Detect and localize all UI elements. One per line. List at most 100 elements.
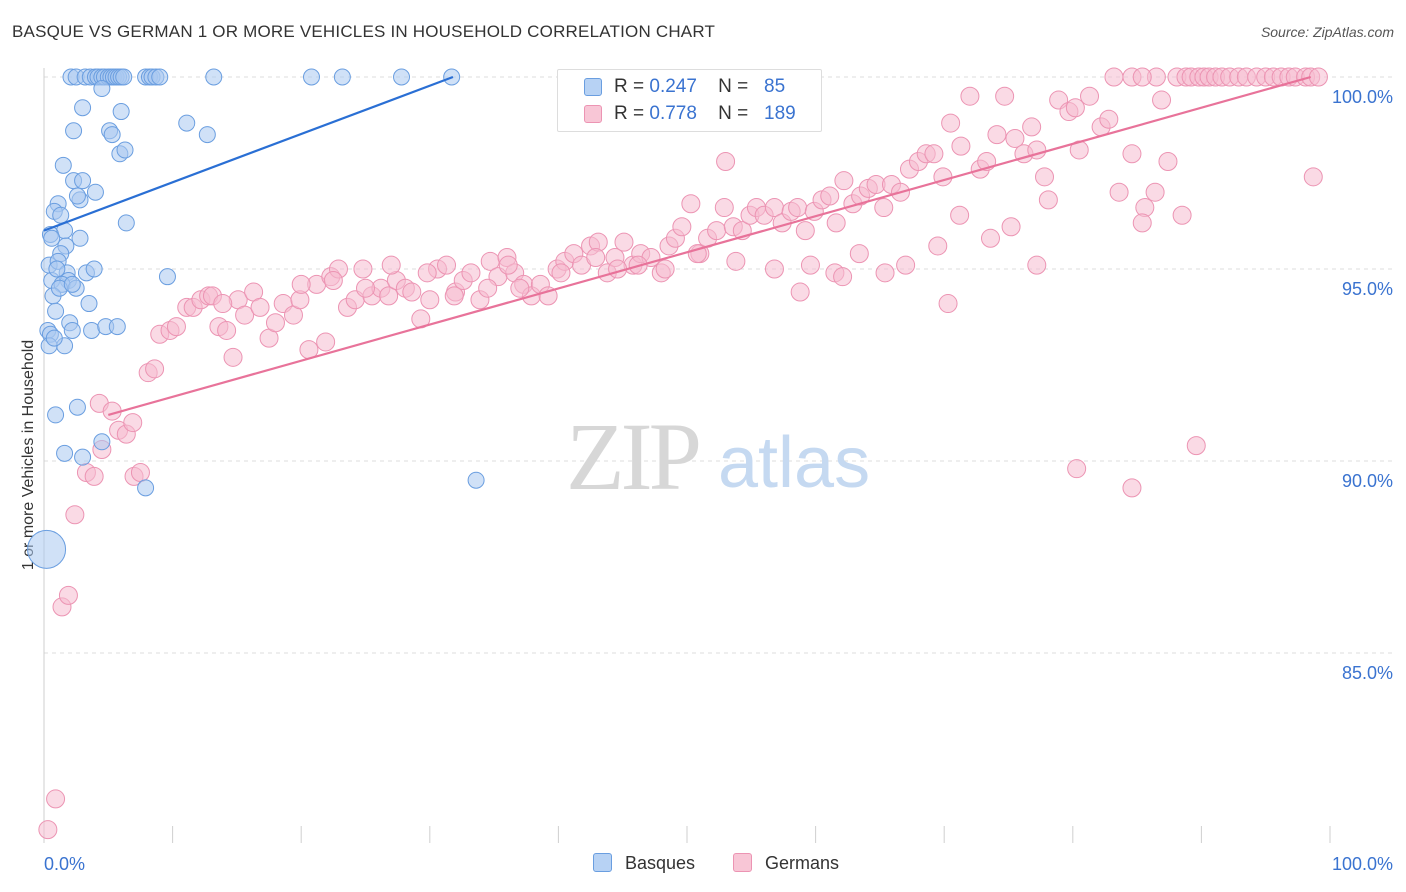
data-point-germans <box>790 282 810 302</box>
data-point-germans <box>875 263 895 283</box>
data-point-germans <box>353 259 373 279</box>
data-point-germans <box>538 286 558 306</box>
data-point-basques <box>56 444 74 462</box>
data-point-germans <box>586 247 606 267</box>
data-point-germans <box>1172 205 1192 225</box>
data-point-germans <box>995 86 1015 106</box>
legend-r-label: R = <box>614 76 645 97</box>
data-point-basques <box>74 448 92 466</box>
bottom-legend-swatch-germans <box>733 853 752 872</box>
data-point-basques <box>86 183 104 201</box>
trendlines <box>43 75 1312 416</box>
data-point-germans <box>223 347 243 367</box>
data-point-basques <box>103 126 121 144</box>
legend-r-label: R = <box>614 103 645 124</box>
data-point-germans <box>291 274 311 294</box>
data-point-germans <box>1099 109 1119 129</box>
data-point-germans <box>235 305 255 325</box>
data-point-germans <box>820 186 840 206</box>
data-point-basques <box>158 268 176 286</box>
watermark: ZIP atlas <box>566 403 870 510</box>
series-germans <box>38 67 1328 840</box>
data-point-germans <box>551 263 571 283</box>
axes <box>43 68 1331 843</box>
data-point-germans <box>1132 67 1152 87</box>
data-point-germans <box>788 198 808 218</box>
data-point-basques <box>47 302 65 320</box>
data-point-basques <box>115 68 133 86</box>
data-point-basques <box>205 68 223 86</box>
data-point-germans <box>1080 86 1100 106</box>
data-point-germans <box>316 332 336 352</box>
legend-r-value: 0.247 <box>649 76 697 97</box>
data-point-basques <box>393 68 411 86</box>
data-point-germans <box>1104 67 1124 87</box>
data-point-germans <box>1022 117 1042 137</box>
x-tick-label: 0.0% <box>44 854 85 874</box>
y-tick-label: 100.0% <box>1332 87 1393 107</box>
data-point-germans <box>833 267 853 287</box>
data-point-germans <box>1122 478 1142 498</box>
data-point-basques <box>198 126 216 144</box>
bottom-legend-swatch-basques <box>593 853 612 872</box>
data-point-basques <box>302 68 320 86</box>
y-tick-label: 95.0% <box>1342 279 1393 299</box>
data-point-germans <box>1001 217 1021 237</box>
data-point-germans <box>498 255 518 275</box>
data-point-germans <box>834 171 854 191</box>
data-point-germans <box>726 251 746 271</box>
data-point-germans <box>461 263 481 283</box>
data-point-germans <box>714 198 734 218</box>
data-point-basques <box>80 295 98 313</box>
data-point-germans <box>123 413 143 433</box>
data-point-germans <box>402 282 422 302</box>
data-point-basques <box>112 103 130 121</box>
data-point-germans <box>46 789 66 809</box>
tick-labels: 85.0% 90.0% 95.0% 100.0% 0.0% 100.0% <box>44 87 1393 874</box>
trendline-germans <box>108 75 1312 416</box>
data-point-germans <box>1109 182 1129 202</box>
data-point-basques <box>93 433 111 451</box>
bottom-legend-label-germans: Germans <box>765 853 840 873</box>
data-point-basques <box>63 321 81 339</box>
data-point-germans <box>826 213 846 233</box>
data-point-germans <box>510 278 530 298</box>
data-point-basques <box>47 406 65 424</box>
chart-title: BASQUE VS GERMAN 1 OR MORE VEHICLES IN H… <box>12 22 716 41</box>
data-point-basques <box>68 398 86 416</box>
data-point-germans <box>250 297 270 317</box>
data-point-basques <box>93 80 111 98</box>
data-point-basques <box>65 122 83 140</box>
data-point-germans <box>420 290 440 310</box>
legend-swatch-germans <box>584 105 602 123</box>
data-point-basques <box>63 275 81 293</box>
y-tick-label: 90.0% <box>1342 471 1393 491</box>
data-point-basques <box>48 260 66 278</box>
data-point-germans <box>1122 144 1142 164</box>
data-point-germans <box>145 359 165 379</box>
data-point-germans <box>928 236 948 256</box>
data-point-germans <box>614 232 634 252</box>
data-point-basques <box>52 206 70 224</box>
data-point-germans <box>795 221 815 241</box>
data-point-germans <box>960 86 980 106</box>
data-point-basques <box>116 141 134 159</box>
data-point-basques <box>137 479 155 497</box>
data-point-germans <box>65 505 85 525</box>
data-point-germans <box>764 259 784 279</box>
data-point-germans <box>800 255 820 275</box>
data-point-basques <box>43 229 61 247</box>
legend-n-value: 189 <box>764 103 796 124</box>
data-point-germans <box>655 259 675 279</box>
data-point-germans <box>874 198 894 218</box>
data-point-germans <box>84 466 104 486</box>
trendline-basques <box>43 75 454 232</box>
data-point-germans <box>58 585 78 605</box>
watermark-zip: ZIP <box>566 403 699 510</box>
data-point-germans <box>478 278 498 298</box>
series-basques <box>27 68 485 569</box>
data-point-germans <box>1027 255 1047 275</box>
data-point-germans <box>1038 190 1058 210</box>
data-point-basques <box>333 68 351 86</box>
